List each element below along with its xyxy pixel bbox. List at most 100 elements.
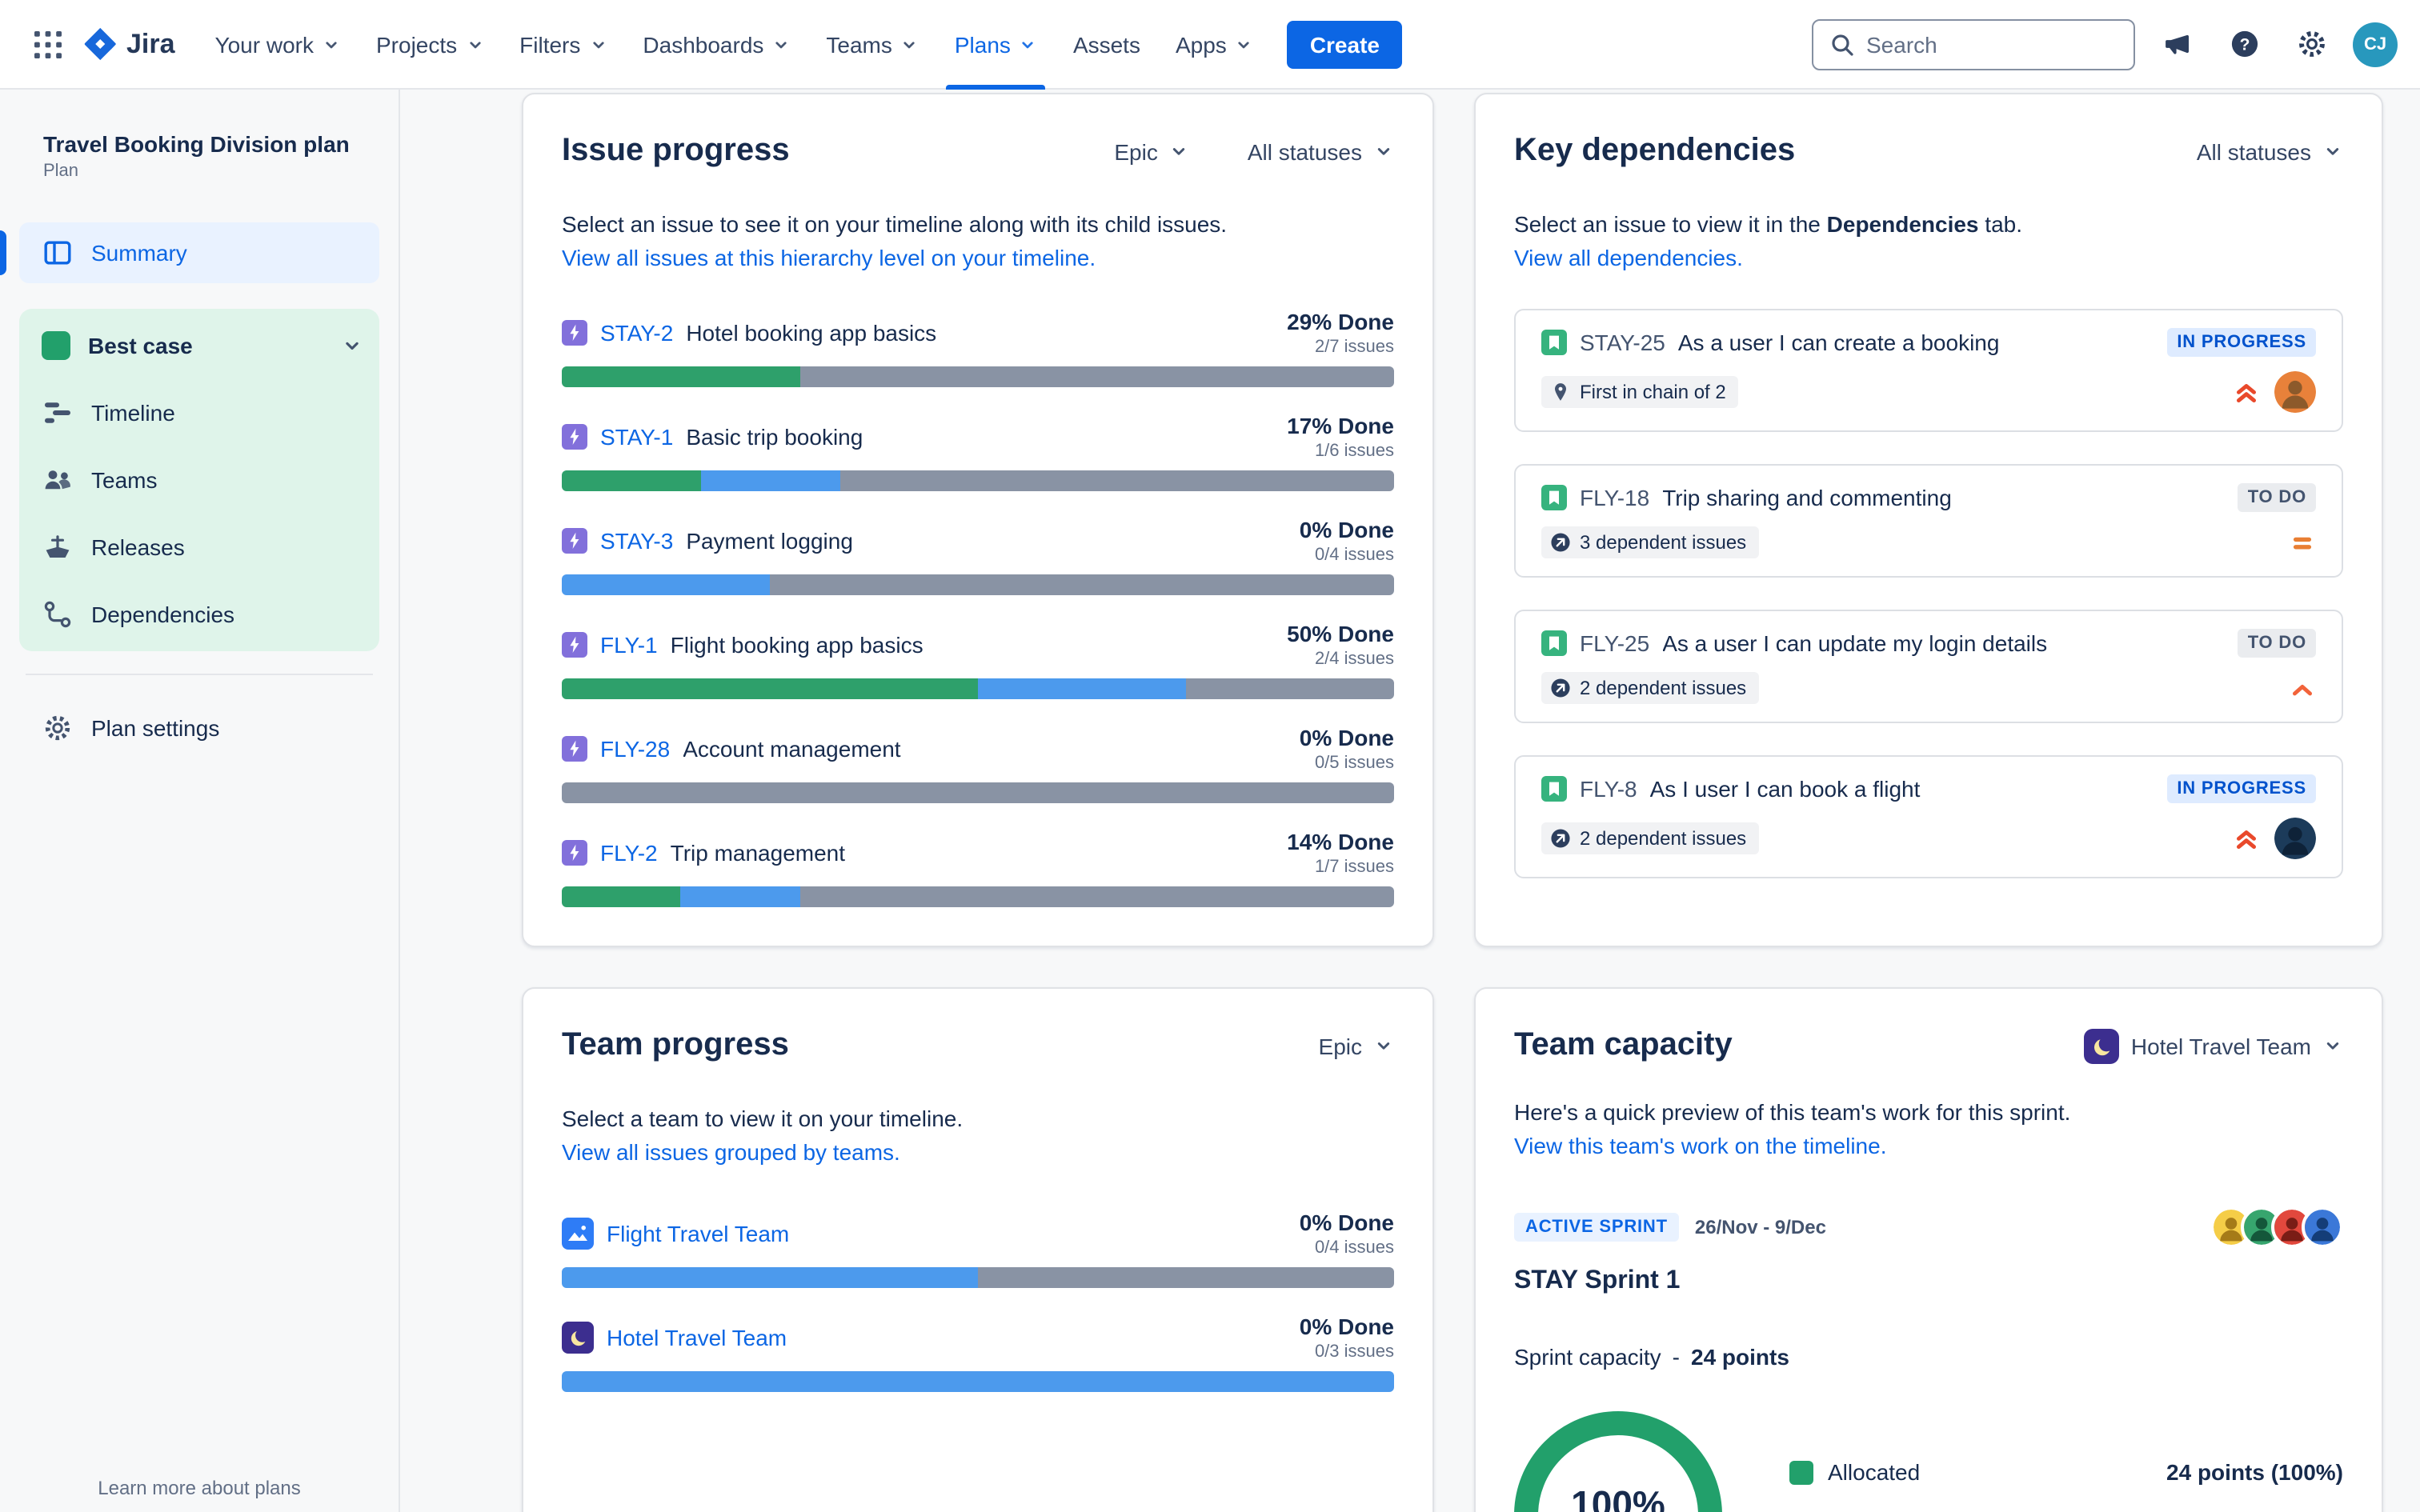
- status-badge: IN PROGRESS: [2167, 328, 2316, 357]
- bar-todo-segment: [978, 1267, 1394, 1288]
- epic-icon: [562, 840, 587, 866]
- scenario-icon: [42, 331, 70, 360]
- issue-key-link[interactable]: STAY-2: [600, 320, 674, 346]
- nav-item-teams[interactable]: Teams: [808, 0, 936, 89]
- settings-button[interactable]: [2286, 18, 2337, 70]
- epic-icon: [562, 632, 587, 658]
- view-all-issues-link[interactable]: View all issues at this hierarchy level …: [562, 245, 1096, 270]
- plan-subtitle: Plan: [43, 162, 79, 181]
- view-issues-by-team-link[interactable]: View all issues grouped by teams.: [562, 1139, 900, 1165]
- nav-item-plans[interactable]: Plans: [937, 0, 1056, 89]
- issue-key-link[interactable]: FLY-28: [600, 736, 671, 762]
- issue-key-link[interactable]: FLY-1: [600, 632, 658, 658]
- create-button[interactable]: Create: [1287, 20, 1402, 68]
- sidebar-item-label: Summary: [91, 240, 187, 266]
- done-percentage: 0% Done: [1299, 1210, 1394, 1235]
- sidebar-item-timeline[interactable]: Timeline: [19, 379, 379, 446]
- dependency-key: STAY-25: [1580, 330, 1665, 355]
- app-switcher-button[interactable]: [22, 18, 74, 70]
- done-percentage: 0% Done: [1299, 517, 1394, 542]
- bar-todo-segment: [1186, 678, 1394, 699]
- hierarchy-filter-dropdown[interactable]: Epic: [1114, 138, 1189, 164]
- view-team-work-link[interactable]: View this team's work on the timeline.: [1514, 1133, 1887, 1158]
- bar-inprogress-segment: [978, 678, 1186, 699]
- team-hierarchy-filter-dropdown[interactable]: Epic: [1319, 1033, 1394, 1058]
- sprint-row: ACTIVE SPRINT 26/Nov - 9/Dec: [1514, 1206, 2343, 1248]
- jira-logo-text: Jira: [126, 28, 175, 58]
- team-progress-bar: [562, 1371, 1394, 1392]
- announcements-button[interactable]: [2151, 18, 2202, 70]
- nav-item-label: Assets: [1072, 31, 1140, 57]
- issue-progress-row: FLY-1 Flight booking app basics 50% Done…: [562, 621, 1394, 699]
- dependent-issues-chip: 3 dependent issues: [1541, 526, 1760, 558]
- status-filter-value: All statuses: [2196, 138, 2311, 164]
- releases-icon: [46, 535, 70, 558]
- nav-item-label: Plans: [954, 31, 1011, 57]
- chevron-down-icon: [2326, 148, 2339, 155]
- global-search[interactable]: [1812, 18, 2156, 70]
- sidebar-item-label: Releases: [91, 534, 185, 560]
- team-progress-card: Team progress Epic Select a team to view…: [522, 987, 1434, 1512]
- sidebar-item-plan-settings[interactable]: Plan settings: [19, 698, 379, 758]
- team-name-link[interactable]: Hotel Travel Team: [607, 1325, 787, 1350]
- status-filter-dropdown[interactable]: All statuses: [1248, 138, 1394, 164]
- sidebar-item-releases[interactable]: Releases: [19, 514, 379, 581]
- view-all-dependencies-link[interactable]: View all dependencies.: [1514, 245, 1743, 270]
- issue-key-link[interactable]: STAY-1: [600, 424, 674, 450]
- flight-team-avatar: [562, 1218, 594, 1250]
- team-selector-dropdown[interactable]: Hotel Travel Team: [2084, 1028, 2343, 1063]
- jira-logo-icon: [84, 27, 116, 61]
- nav-item-your-work[interactable]: Your work: [198, 0, 359, 89]
- issue-progress-bar: [562, 470, 1394, 491]
- chip-label: 2 dependent issues: [1580, 827, 1747, 850]
- dependent-issues-icon: [1551, 829, 1570, 848]
- bar-done-segment: [562, 678, 978, 699]
- status-badge: TO DO: [2238, 629, 2316, 658]
- sprint-member-avatars: [2210, 1206, 2343, 1248]
- sidebar-divider: [26, 674, 373, 675]
- dependency-item[interactable]: FLY-18 Trip sharing and commenting TO DO…: [1514, 464, 2343, 578]
- issue-key-link[interactable]: STAY-3: [600, 528, 674, 554]
- learn-more-link[interactable]: Learn more about plans: [98, 1477, 301, 1499]
- done-percentage: 0% Done: [1299, 725, 1394, 750]
- nav-item-assets[interactable]: Assets: [1056, 0, 1158, 89]
- dependency-item[interactable]: FLY-8 As I user I can book a flight IN P…: [1514, 755, 2343, 878]
- story-icon: [1541, 776, 1567, 802]
- chevron-down-icon: [1239, 41, 1250, 48]
- search-input[interactable]: [1866, 31, 2156, 57]
- team-name-link[interactable]: Flight Travel Team: [607, 1221, 790, 1246]
- scenario-section: Best case Timeline Teams: [19, 309, 379, 651]
- help-button[interactable]: ?: [2218, 18, 2270, 70]
- dependencies-status-filter-dropdown[interactable]: All statuses: [2197, 138, 2343, 164]
- issue-progress-row: FLY-2 Trip management 14% Done 1/7 issue…: [562, 829, 1394, 907]
- issue-summary: Account management: [683, 736, 901, 762]
- key-dependencies-card: Key dependencies All statuses Select an …: [1474, 93, 2383, 947]
- nav-item-dashboards[interactable]: Dashboards: [625, 0, 808, 89]
- issue-progress-row: STAY-1 Basic trip booking 17% Done 1/6 i…: [562, 413, 1394, 491]
- sidebar-item-label: Dependencies: [91, 602, 235, 627]
- dependency-summary: Trip sharing and commenting: [1662, 485, 1952, 510]
- scenario-selector[interactable]: Best case: [19, 312, 379, 379]
- jira-logo[interactable]: Jira: [74, 27, 198, 61]
- sidebar-item-dependencies[interactable]: Dependencies: [19, 581, 379, 648]
- sidebar-item-summary[interactable]: Summary: [0, 222, 379, 283]
- issue-count: 1/6 issues: [1314, 442, 1394, 461]
- nav-item-filters[interactable]: Filters: [502, 0, 625, 89]
- issue-summary: Flight booking app basics: [670, 632, 924, 658]
- epic-icon: [562, 320, 587, 346]
- nav-item-label: Teams: [826, 31, 892, 57]
- sidebar-item-label: Timeline: [91, 400, 175, 426]
- dependency-item[interactable]: FLY-25 As a user I can update my login d…: [1514, 610, 2343, 723]
- done-percentage: 50% Done: [1287, 621, 1394, 646]
- chip-label: 3 dependent issues: [1580, 531, 1747, 554]
- status-badge: TO DO: [2238, 483, 2316, 512]
- dependency-item[interactable]: STAY-25 As a user I can create a booking…: [1514, 309, 2343, 432]
- sidebar-item-teams[interactable]: Teams: [19, 446, 379, 514]
- nav-item-apps[interactable]: Apps: [1158, 0, 1272, 89]
- sidebar-item-label: Plan settings: [91, 715, 220, 741]
- nav-item-projects[interactable]: Projects: [359, 0, 502, 89]
- priority-medium-icon: [2293, 536, 2312, 549]
- bar-inprogress-segment: [562, 1371, 1394, 1392]
- issue-key-link[interactable]: FLY-2: [600, 840, 658, 866]
- user-avatar[interactable]: CJ: [2353, 22, 2398, 66]
